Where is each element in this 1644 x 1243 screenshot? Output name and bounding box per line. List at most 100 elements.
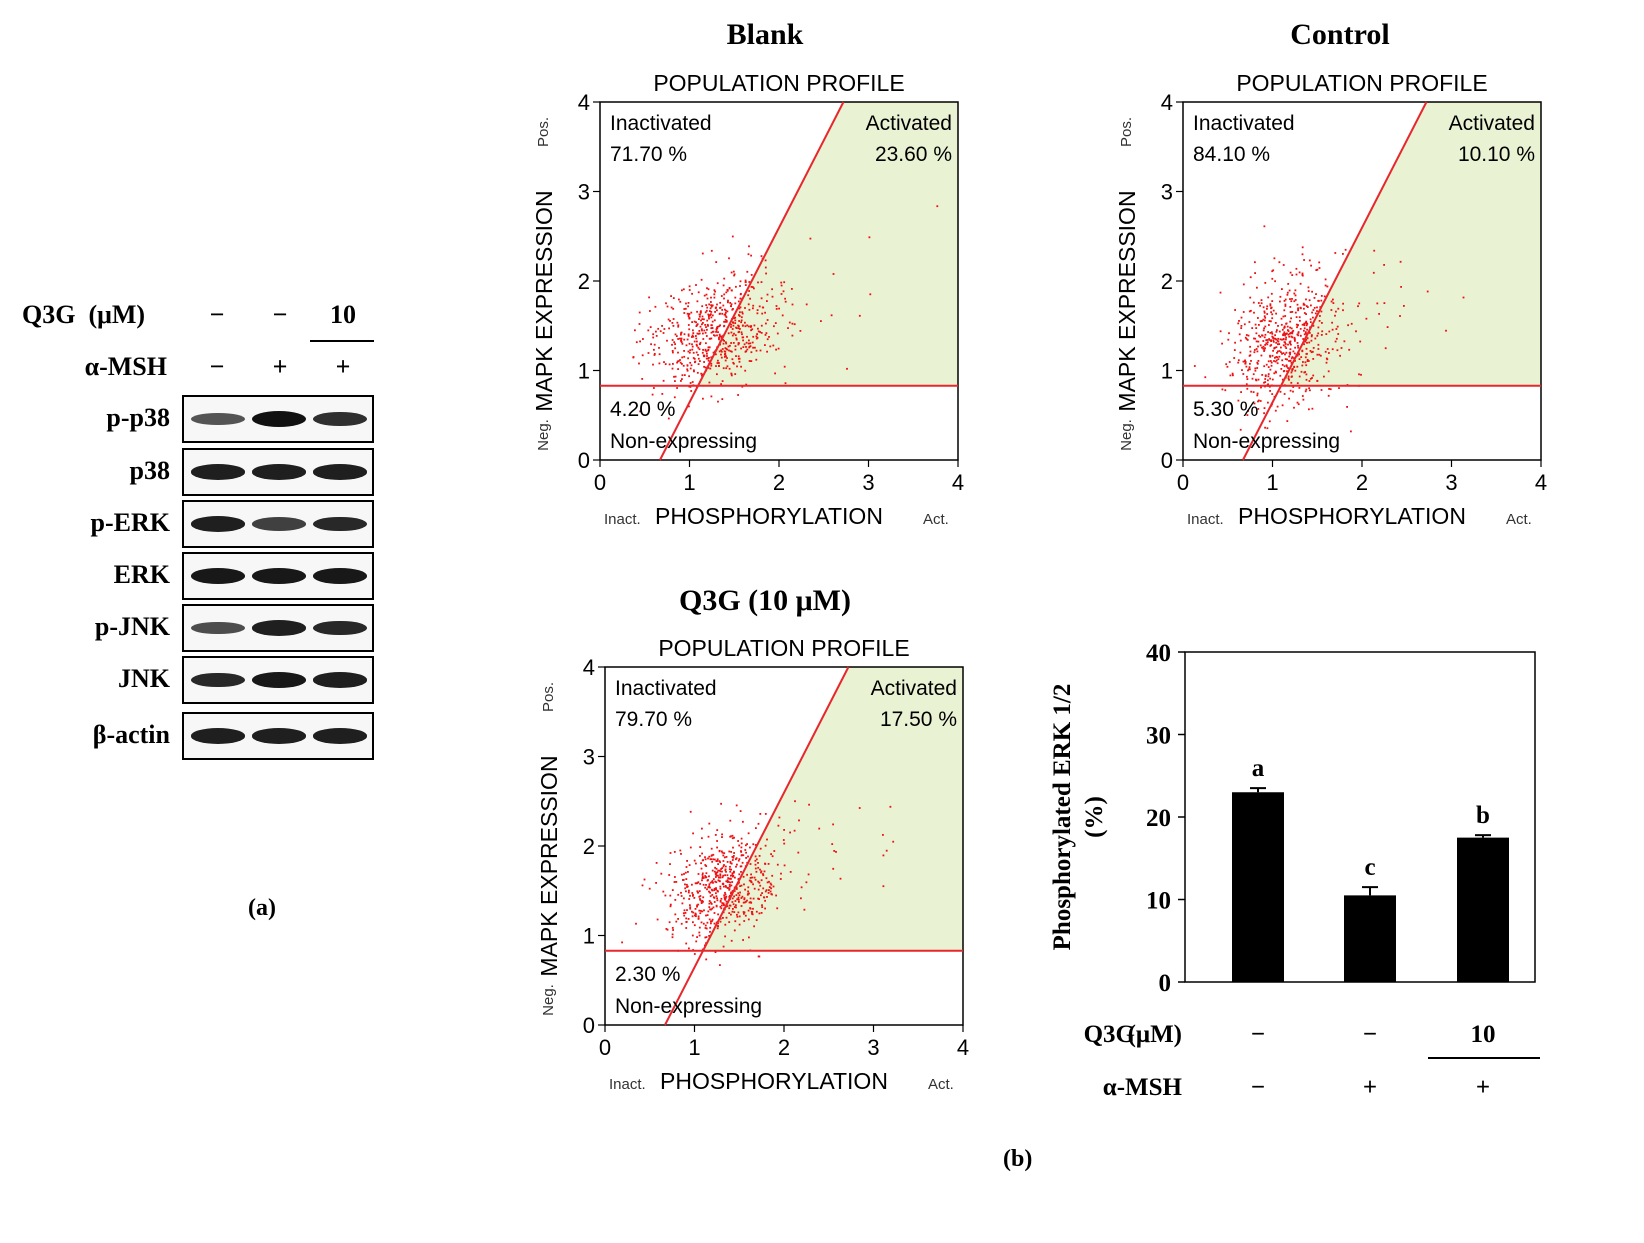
scatter-point: [709, 891, 711, 894]
scatter-point: [731, 308, 734, 311]
scatter-point: [716, 829, 719, 831]
y-axis-label: MAPK EXPRESSION: [1114, 190, 1140, 411]
scatter-point: [1289, 348, 1292, 351]
scatter-point: [1266, 313, 1269, 315]
scatter-point: [771, 893, 773, 896]
scatter-point: [1246, 414, 1249, 416]
scatter-point: [639, 410, 641, 413]
scatter-point: [731, 910, 734, 913]
scatter-point: [768, 880, 770, 883]
scatter-point: [662, 890, 665, 893]
scatter-point: [1304, 321, 1307, 324]
scatter-point: [711, 869, 714, 872]
scatter-point: [686, 883, 688, 886]
scatter-point: [705, 936, 708, 938]
blot-band: [252, 620, 306, 636]
scatter-point: [681, 289, 683, 292]
scatter-point: [1267, 331, 1269, 333]
scatter-point: [717, 863, 719, 865]
scatter-point: [677, 351, 679, 354]
scatter-point: [1225, 363, 1228, 366]
scatter-point: [1330, 309, 1333, 311]
scatter-point: [1242, 283, 1245, 286]
scatter-point: [1344, 248, 1347, 251]
scatter-point: [741, 324, 744, 327]
scatter-point: [721, 883, 724, 885]
scatter-point: [698, 313, 701, 316]
scatter-point: [778, 816, 781, 819]
scatter-point: [687, 314, 690, 317]
scatter-point: [771, 874, 774, 877]
scatter-point: [691, 934, 694, 937]
scatter-point: [1296, 333, 1299, 336]
scatter-point: [868, 236, 871, 239]
scatter-point: [715, 860, 718, 862]
scatter-point: [680, 853, 682, 855]
scatter-point: [742, 854, 745, 857]
bar-condition-label: Q3G: [1084, 1021, 1135, 1048]
scatter-point: [720, 353, 722, 356]
scatter-point: [1372, 271, 1375, 274]
scatter-point: [730, 271, 733, 274]
scatter-point: [720, 897, 723, 900]
scatter-point: [1320, 295, 1323, 297]
scatter-point: [1304, 356, 1307, 359]
activation-gate-line: [659, 101, 845, 461]
scatter-point: [710, 331, 713, 334]
scatter-point: [1264, 316, 1267, 319]
q3g-dose-underline: [310, 340, 374, 342]
scatter-point: [653, 348, 655, 351]
scatter-point: [1291, 330, 1294, 333]
scatter-point: [1285, 338, 1287, 341]
scatter-point: [846, 367, 848, 370]
y-axis-label: MAPK EXPRESSION: [536, 755, 562, 976]
scatter-point: [687, 334, 690, 337]
scatter-point: [1275, 338, 1278, 341]
scatter-point: [687, 324, 690, 326]
scatter-point: [677, 325, 680, 328]
scatter-point: [1305, 305, 1308, 307]
msh-value-3: +: [335, 352, 351, 381]
scatter-point: [1257, 317, 1259, 319]
scatter-point: [688, 864, 691, 866]
scatter-point: [652, 333, 655, 336]
scatter-point: [752, 883, 754, 886]
scatter-point: [702, 349, 704, 351]
scatter-point: [737, 911, 740, 914]
scatter-point: [677, 338, 679, 340]
scatter-point: [830, 314, 833, 317]
inactivated-label: Inactivated: [610, 112, 712, 135]
scatter-point: [766, 881, 769, 884]
scatter-point: [762, 873, 764, 875]
scatter-point: [1310, 304, 1312, 307]
scatter-point: [1245, 334, 1248, 336]
scatter-point: [714, 880, 717, 883]
scatter-point: [698, 332, 701, 335]
activation-gate-line: [1242, 101, 1428, 461]
scatter-point: [681, 902, 684, 905]
scatter-point: [679, 361, 682, 364]
scatter-point: [1296, 365, 1299, 368]
scatter-point: [677, 324, 680, 327]
scatter-point: [1343, 340, 1346, 343]
scatter-point: [725, 341, 727, 344]
scatter-point: [1288, 289, 1291, 292]
scatter-point: [642, 338, 644, 340]
scatter-point: [693, 924, 696, 927]
scatter-point: [699, 899, 702, 901]
scatter-point: [1273, 372, 1276, 375]
scatter-point: [1309, 377, 1312, 380]
scatter-point: [710, 327, 713, 330]
x-tick-label: 3: [867, 1035, 879, 1060]
scatter-point: [1297, 308, 1300, 311]
scatter-point: [761, 312, 764, 315]
scatter-point: [738, 844, 741, 847]
scatter-point: [1293, 352, 1296, 355]
scatter-point: [1308, 408, 1310, 411]
scatter-point: [1295, 267, 1298, 270]
scatter-point: [725, 900, 728, 903]
scatter-point: [656, 918, 659, 921]
scatter-point: [747, 832, 750, 835]
blot-lane-box: [182, 656, 374, 704]
scatter-point: [684, 307, 687, 310]
